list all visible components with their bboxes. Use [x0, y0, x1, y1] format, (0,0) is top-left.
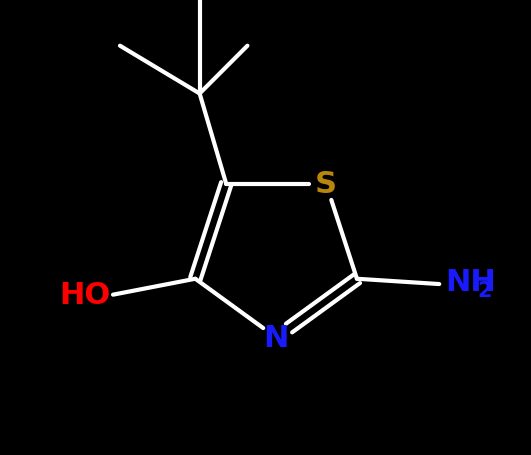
Text: S: S: [315, 170, 337, 199]
Text: HO: HO: [59, 281, 110, 309]
Text: N: N: [263, 323, 289, 352]
Text: 2: 2: [477, 281, 492, 301]
Text: NH: NH: [446, 267, 496, 296]
